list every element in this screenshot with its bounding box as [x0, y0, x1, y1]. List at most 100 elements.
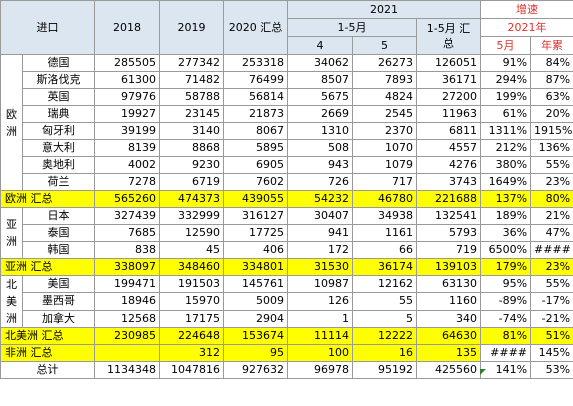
country-cell[interactable]: 瑞典: [22, 105, 95, 123]
value-cell[interactable]: 7893: [352, 71, 417, 89]
growth-cell[interactable]: 199%: [480, 88, 532, 106]
value-cell[interactable]: 717: [352, 173, 417, 191]
value-cell[interactable]: 45: [159, 241, 224, 259]
growth-cell[interactable]: 55%: [530, 274, 573, 294]
region-asia[interactable]: 亚洲: [0, 207, 23, 259]
growth-cell[interactable]: 189%: [480, 207, 532, 225]
value-cell[interactable]: 23145: [159, 105, 224, 123]
value-cell[interactable]: 15970: [159, 292, 224, 311]
value-cell[interactable]: 277342: [159, 54, 224, 72]
country-cell[interactable]: 美国: [22, 274, 95, 294]
value-cell[interactable]: 55: [352, 292, 417, 311]
value-cell[interactable]: 11963: [415, 105, 482, 123]
value-cell[interactable]: 340: [415, 309, 482, 329]
value-cell[interactable]: 18946: [94, 292, 160, 311]
value-cell[interactable]: 1079: [352, 156, 417, 174]
value-cell[interactable]: 1070: [352, 139, 417, 157]
value-cell[interactable]: 27200: [415, 88, 482, 106]
value-cell[interactable]: 76499: [223, 71, 288, 89]
value-cell[interactable]: 221688: [415, 190, 482, 208]
value-cell[interactable]: 71482: [159, 71, 224, 89]
header-growth-may[interactable]: 5月: [480, 36, 532, 55]
growth-cell[interactable]: 84%: [530, 54, 573, 72]
subtotal-label[interactable]: 非洲 汇总: [0, 344, 95, 362]
value-cell[interactable]: 348460: [159, 258, 224, 276]
value-cell[interactable]: 6719: [159, 173, 224, 191]
growth-cell[interactable]: 80%: [530, 190, 573, 208]
country-cell[interactable]: 荷兰: [22, 173, 95, 191]
header-month-4[interactable]: 4: [287, 36, 353, 55]
value-cell[interactable]: 6811: [415, 122, 482, 140]
value-cell[interactable]: 224648: [159, 327, 224, 345]
value-cell[interactable]: 4824: [352, 88, 417, 106]
value-cell[interactable]: 54232: [287, 190, 353, 208]
growth-cell[interactable]: 137%: [480, 190, 532, 208]
growth-cell[interactable]: -17%: [530, 292, 573, 311]
value-cell[interactable]: 3140: [159, 122, 224, 140]
value-cell[interactable]: 9230: [159, 156, 224, 174]
value-cell[interactable]: 12162: [352, 274, 417, 294]
growth-cell[interactable]: 63%: [530, 88, 573, 106]
grand-total-label[interactable]: 总计: [0, 361, 95, 379]
growth-cell[interactable]: 91%: [480, 54, 532, 72]
header-month-5[interactable]: 5: [352, 36, 417, 55]
value-cell[interactable]: 327439: [94, 207, 160, 225]
value-cell[interactable]: 2904: [223, 309, 288, 329]
growth-cell[interactable]: 145%: [530, 344, 573, 362]
value-cell[interactable]: 145761: [223, 274, 288, 294]
header-jan-may[interactable]: 1-5月: [287, 18, 417, 37]
value-cell[interactable]: 334801: [223, 258, 288, 276]
subtotal-label[interactable]: 亚洲 汇总: [0, 258, 95, 276]
value-cell[interactable]: 1134348: [94, 361, 160, 379]
value-cell[interactable]: 927632: [223, 361, 288, 379]
value-cell[interactable]: 97976: [94, 88, 160, 106]
value-cell[interactable]: 8868: [159, 139, 224, 157]
value-cell[interactable]: 4557: [415, 139, 482, 157]
value-cell[interactable]: 1160: [415, 292, 482, 311]
value-cell[interactable]: 4002: [94, 156, 160, 174]
value-cell[interactable]: 5: [352, 309, 417, 329]
growth-cell[interactable]: ####: [530, 241, 573, 259]
value-cell[interactable]: 253318: [223, 54, 288, 72]
growth-cell[interactable]: 47%: [530, 224, 573, 242]
value-cell[interactable]: 10987: [287, 274, 353, 294]
value-cell[interactable]: 56814: [223, 88, 288, 106]
country-cell[interactable]: 韩国: [22, 241, 95, 259]
growth-cell[interactable]: 1311%: [480, 122, 532, 140]
region-north-america[interactable]: 北美洲: [0, 275, 23, 328]
growth-cell[interactable]: 380%: [480, 156, 532, 174]
growth-cell[interactable]: 53%: [530, 361, 573, 379]
value-cell[interactable]: 838: [94, 241, 160, 259]
header-growth[interactable]: 增速: [480, 0, 573, 19]
value-cell[interactable]: 338097: [94, 258, 160, 276]
growth-cell[interactable]: 1915%: [530, 122, 573, 140]
value-cell[interactable]: 30407: [287, 207, 353, 225]
value-cell[interactable]: 126: [287, 292, 353, 311]
header-2018[interactable]: 2018: [94, 0, 160, 55]
value-cell[interactable]: 5675: [287, 88, 353, 106]
value-cell[interactable]: 139103: [415, 258, 482, 276]
growth-cell[interactable]: 36%: [480, 224, 532, 242]
value-cell[interactable]: 316127: [223, 207, 288, 225]
growth-cell[interactable]: 23%: [530, 173, 573, 191]
value-cell[interactable]: 5895: [223, 139, 288, 157]
value-cell[interactable]: 439055: [223, 190, 288, 208]
growth-cell[interactable]: -74%: [480, 309, 532, 329]
growth-cell[interactable]: 81%: [480, 327, 532, 345]
value-cell[interactable]: 508: [287, 139, 353, 157]
value-cell[interactable]: 100: [287, 344, 353, 362]
country-cell[interactable]: 泰国: [22, 224, 95, 242]
value-cell[interactable]: 425560: [415, 361, 482, 379]
header-col-label[interactable]: 进口: [0, 0, 95, 55]
subtotal-label[interactable]: 北美洲 汇总: [0, 327, 95, 345]
header-growth-ytd[interactable]: 年累: [530, 36, 573, 55]
value-cell[interactable]: [94, 344, 160, 362]
header-2021[interactable]: 2021: [286, 0, 482, 19]
value-cell[interactable]: 17175: [159, 309, 224, 329]
growth-cell[interactable]: 294%: [480, 71, 532, 89]
value-cell[interactable]: 2669: [287, 105, 353, 123]
growth-cell[interactable]: 21%: [530, 207, 573, 225]
country-cell[interactable]: 意大利: [22, 139, 95, 157]
value-cell[interactable]: 1: [287, 309, 353, 329]
value-cell[interactable]: 7685: [94, 224, 160, 242]
